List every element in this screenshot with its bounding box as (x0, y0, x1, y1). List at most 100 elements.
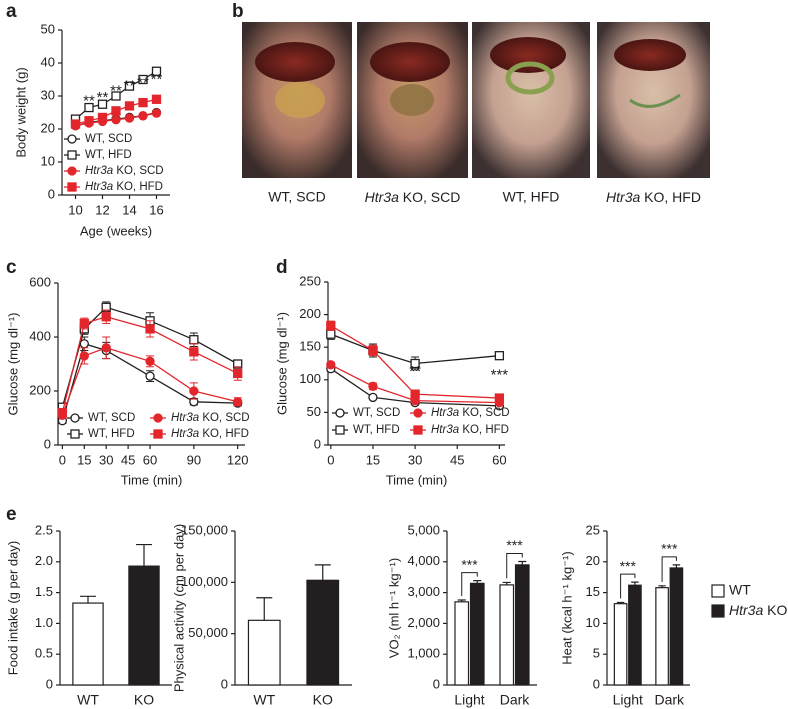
x-tick-label: 15 (366, 452, 380, 467)
marker (111, 115, 121, 125)
series-line (330, 333, 500, 365)
x-tick-label: WT (77, 692, 99, 708)
marker (151, 66, 162, 76)
marker (124, 81, 135, 91)
legend-marker (413, 425, 423, 435)
marker (111, 106, 121, 116)
y-tick-label: 0 (433, 676, 440, 691)
error-bar (473, 579, 482, 584)
x-tick-label: 45 (121, 452, 135, 467)
x-axis-label: Age (weeks) (80, 223, 152, 238)
x-tick-label: 10 (68, 202, 82, 217)
marker (124, 101, 135, 111)
y-tick-label: 50 (307, 404, 321, 419)
annotation: *** (491, 367, 509, 384)
x-tick-label: 14 (122, 202, 136, 217)
bar (613, 603, 628, 686)
x-axis-label: Time (min) (121, 472, 183, 487)
x-axis-label: Time (min) (386, 472, 448, 487)
y-axis-label: Heat (kcal h⁻¹ kg⁻¹) (559, 551, 574, 664)
x-tick-label: Light (454, 692, 484, 708)
legend-label: Htr3a KO, HFD (85, 181, 163, 193)
bar (628, 584, 642, 686)
legend-label: Htr3a KO, SCD (171, 412, 250, 424)
photo-label: Htr3a KO, SCD (365, 189, 461, 205)
legend-label: Htr3a KO, HFD (171, 428, 249, 440)
y-tick-label: 5 (593, 646, 600, 661)
photo (242, 22, 352, 178)
error-bar (457, 599, 466, 602)
x-tick-label: Dark (500, 692, 531, 708)
y-axis-label: Glucose (mg dl⁻¹) (274, 312, 289, 415)
bar (655, 587, 669, 686)
photos (242, 22, 710, 178)
series-line (330, 368, 500, 407)
marker (326, 321, 336, 331)
bar (72, 602, 104, 686)
legend-marker (67, 182, 77, 192)
y-tick-label: 15 (586, 584, 600, 599)
series-line (330, 364, 500, 404)
error-bar (502, 581, 511, 585)
y-tick-label: 0 (46, 676, 53, 691)
y-tick-label: 20 (41, 120, 55, 135)
y-tick-label: 150,000 (181, 522, 228, 537)
legend-label: WT, SCD (85, 133, 132, 145)
legend-marker (67, 134, 77, 144)
marker (138, 97, 148, 108)
marker (145, 371, 155, 381)
y-tick-label: 0 (314, 436, 321, 451)
marker (97, 112, 108, 123)
marker (326, 360, 336, 370)
y-tick-label: 600 (29, 274, 51, 289)
annotation: ** (137, 74, 149, 91)
x-tick-label: Dark (654, 692, 685, 708)
legend-swatch (711, 584, 725, 598)
series-line (330, 325, 500, 399)
error-bar (658, 585, 666, 588)
legend-label: WT (729, 582, 751, 598)
y-tick-label: 100 (299, 371, 321, 386)
y-tick-label: 30 (41, 87, 55, 102)
panel-label: a (6, 1, 17, 22)
legend-marker (70, 429, 80, 439)
annotation: *** (661, 541, 678, 557)
x-tick-label: 60 (143, 452, 157, 467)
panel-label: b (232, 1, 244, 22)
y-tick-label: 50,000 (188, 625, 228, 640)
x-tick-label: 120 (227, 452, 249, 467)
marker (79, 318, 89, 329)
bar (669, 567, 684, 686)
marker (138, 111, 148, 121)
marker (151, 94, 162, 104)
bracket (506, 552, 523, 579)
marker (189, 335, 199, 345)
legend-label: WT, HFD (353, 424, 400, 436)
panel-label: c (6, 257, 17, 278)
marker (494, 351, 505, 361)
legend-marker (153, 413, 163, 423)
y-axis-label: Food intake (g per day) (5, 541, 20, 675)
bracket (620, 573, 636, 599)
legend-marker (153, 429, 163, 439)
y-tick-label: 400 (29, 328, 51, 343)
marker (233, 397, 243, 407)
y-tick-label: 0 (48, 186, 55, 201)
error-bar (672, 564, 681, 568)
y-tick-label: 0 (221, 676, 228, 691)
marker (79, 351, 89, 361)
legend-marker (67, 166, 77, 176)
legend-label: WT, SCD (88, 412, 135, 424)
x-tick-label: 12 (95, 202, 109, 217)
marker (410, 389, 420, 399)
annotation: *** (461, 556, 478, 572)
photo (472, 22, 590, 178)
error-bar (631, 581, 639, 586)
error-bar (256, 597, 273, 621)
y-tick-label: 0 (44, 436, 51, 451)
photo-label: WT, HFD (503, 189, 560, 205)
legend-label: WT, HFD (88, 428, 135, 440)
marker (151, 108, 162, 118)
marker (124, 113, 135, 123)
